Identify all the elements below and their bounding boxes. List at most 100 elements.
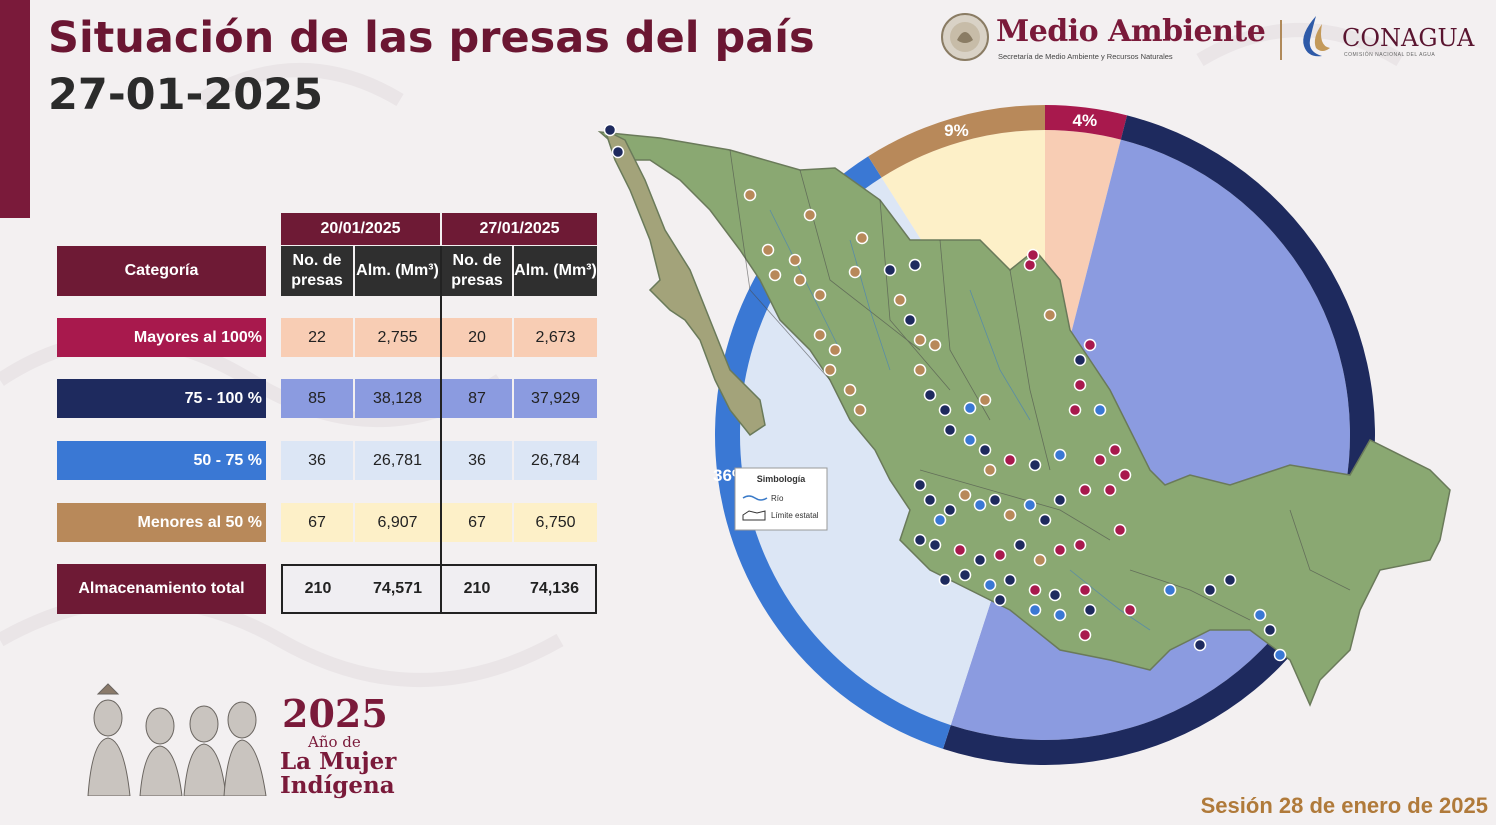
dam-marker[interactable] (611, 145, 625, 159)
total-alm-1: 74,571 (373, 580, 422, 597)
dam-marker[interactable] (913, 363, 927, 377)
dam-marker[interactable] (1113, 523, 1127, 537)
dam-marker[interactable] (1026, 248, 1040, 262)
dam-marker[interactable] (853, 403, 867, 417)
dam-marker[interactable] (928, 338, 942, 352)
dam-marker[interactable] (1073, 353, 1087, 367)
table-cell: 20 (442, 318, 512, 357)
dam-marker[interactable] (1053, 543, 1067, 557)
dam-marker[interactable] (1068, 403, 1082, 417)
dam-marker[interactable] (1223, 573, 1237, 587)
dam-marker[interactable] (793, 273, 807, 287)
dam-marker[interactable] (883, 263, 897, 277)
dam-marker[interactable] (1123, 603, 1137, 617)
dam-marker[interactable] (1118, 468, 1132, 482)
dam-marker[interactable] (993, 548, 1007, 562)
map-legend: Simbología Río Límite estatal (734, 467, 828, 531)
indigenous-women-illustration (87, 683, 267, 796)
dam-marker[interactable] (743, 188, 757, 202)
dam-marker[interactable] (1093, 403, 1107, 417)
dam-marker[interactable] (933, 513, 947, 527)
dam-marker[interactable] (943, 503, 957, 517)
dam-marker[interactable] (1103, 483, 1117, 497)
dam-marker[interactable] (988, 493, 1002, 507)
dam-marker[interactable] (983, 463, 997, 477)
dam-marker[interactable] (963, 433, 977, 447)
donut-slice-ring (1045, 105, 1128, 140)
dam-marker[interactable] (788, 253, 802, 267)
dam-marker[interactable] (913, 333, 927, 347)
dam-marker[interactable] (983, 578, 997, 592)
dam-marker[interactable] (1193, 638, 1207, 652)
dam-marker[interactable] (893, 293, 907, 307)
dam-markers (603, 123, 1287, 662)
dam-marker[interactable] (958, 488, 972, 502)
dam-marker[interactable] (1003, 573, 1017, 587)
dam-marker[interactable] (1053, 448, 1067, 462)
dam-marker[interactable] (903, 313, 917, 327)
dam-marker[interactable] (1203, 583, 1217, 597)
dam-marker[interactable] (978, 443, 992, 457)
dam-marker[interactable] (913, 478, 927, 492)
logo-divider (1280, 20, 1282, 60)
dam-marker[interactable] (943, 423, 957, 437)
dam-marker[interactable] (1028, 603, 1042, 617)
dam-marker[interactable] (908, 258, 922, 272)
conagua-name: CONAGUA (1342, 24, 1475, 52)
donut-slice-ring (868, 105, 1045, 178)
dam-marker[interactable] (1163, 583, 1177, 597)
dam-marker[interactable] (1003, 453, 1017, 467)
dam-marker[interactable] (1023, 498, 1037, 512)
dam-marker[interactable] (928, 538, 942, 552)
dam-marker[interactable] (973, 498, 987, 512)
dam-marker[interactable] (938, 403, 952, 417)
dam-marker[interactable] (993, 593, 1007, 607)
dam-marker[interactable] (923, 493, 937, 507)
dam-marker[interactable] (973, 553, 987, 567)
dam-marker[interactable] (843, 383, 857, 397)
dam-marker[interactable] (1083, 603, 1097, 617)
dam-marker[interactable] (923, 388, 937, 402)
dam-marker[interactable] (1263, 623, 1277, 637)
dam-marker[interactable] (1078, 483, 1092, 497)
dam-marker[interactable] (803, 208, 817, 222)
dam-marker[interactable] (938, 573, 952, 587)
dam-marker[interactable] (813, 288, 827, 302)
dam-marker[interactable] (1003, 508, 1017, 522)
conagua-subtitle: COMISIÓN NACIONAL DEL AGUA (1344, 52, 1436, 58)
dam-marker[interactable] (1073, 378, 1087, 392)
dam-marker[interactable] (823, 363, 837, 377)
dam-marker[interactable] (913, 533, 927, 547)
dam-marker[interactable] (768, 268, 782, 282)
dam-marker[interactable] (953, 543, 967, 557)
category-header: Categoría (57, 246, 266, 296)
dam-marker[interactable] (1043, 308, 1057, 322)
dam-marker[interactable] (603, 123, 617, 137)
dam-marker[interactable] (1083, 338, 1097, 352)
dam-marker[interactable] (1048, 588, 1062, 602)
dam-marker[interactable] (828, 343, 842, 357)
dam-marker[interactable] (1108, 443, 1122, 457)
dam-marker[interactable] (1053, 608, 1067, 622)
dam-marker[interactable] (1028, 583, 1042, 597)
table-cell: 2,673 (514, 318, 597, 357)
dam-marker[interactable] (761, 243, 775, 257)
dam-marker[interactable] (1093, 453, 1107, 467)
dam-marker[interactable] (958, 568, 972, 582)
dam-marker[interactable] (1078, 628, 1092, 642)
dam-marker[interactable] (855, 231, 869, 245)
dam-marker[interactable] (978, 393, 992, 407)
dam-marker[interactable] (1038, 513, 1052, 527)
dam-marker[interactable] (1028, 458, 1042, 472)
dam-marker[interactable] (848, 265, 862, 279)
dam-marker[interactable] (1078, 583, 1092, 597)
dam-marker[interactable] (813, 328, 827, 342)
dam-marker[interactable] (1073, 538, 1087, 552)
dam-marker[interactable] (1273, 648, 1287, 662)
dam-marker[interactable] (1253, 608, 1267, 622)
dam-marker[interactable] (1013, 538, 1027, 552)
category-label: 75 - 100 % (57, 379, 266, 418)
dam-marker[interactable] (1033, 553, 1047, 567)
dam-marker[interactable] (1053, 493, 1067, 507)
dam-marker[interactable] (963, 401, 977, 415)
